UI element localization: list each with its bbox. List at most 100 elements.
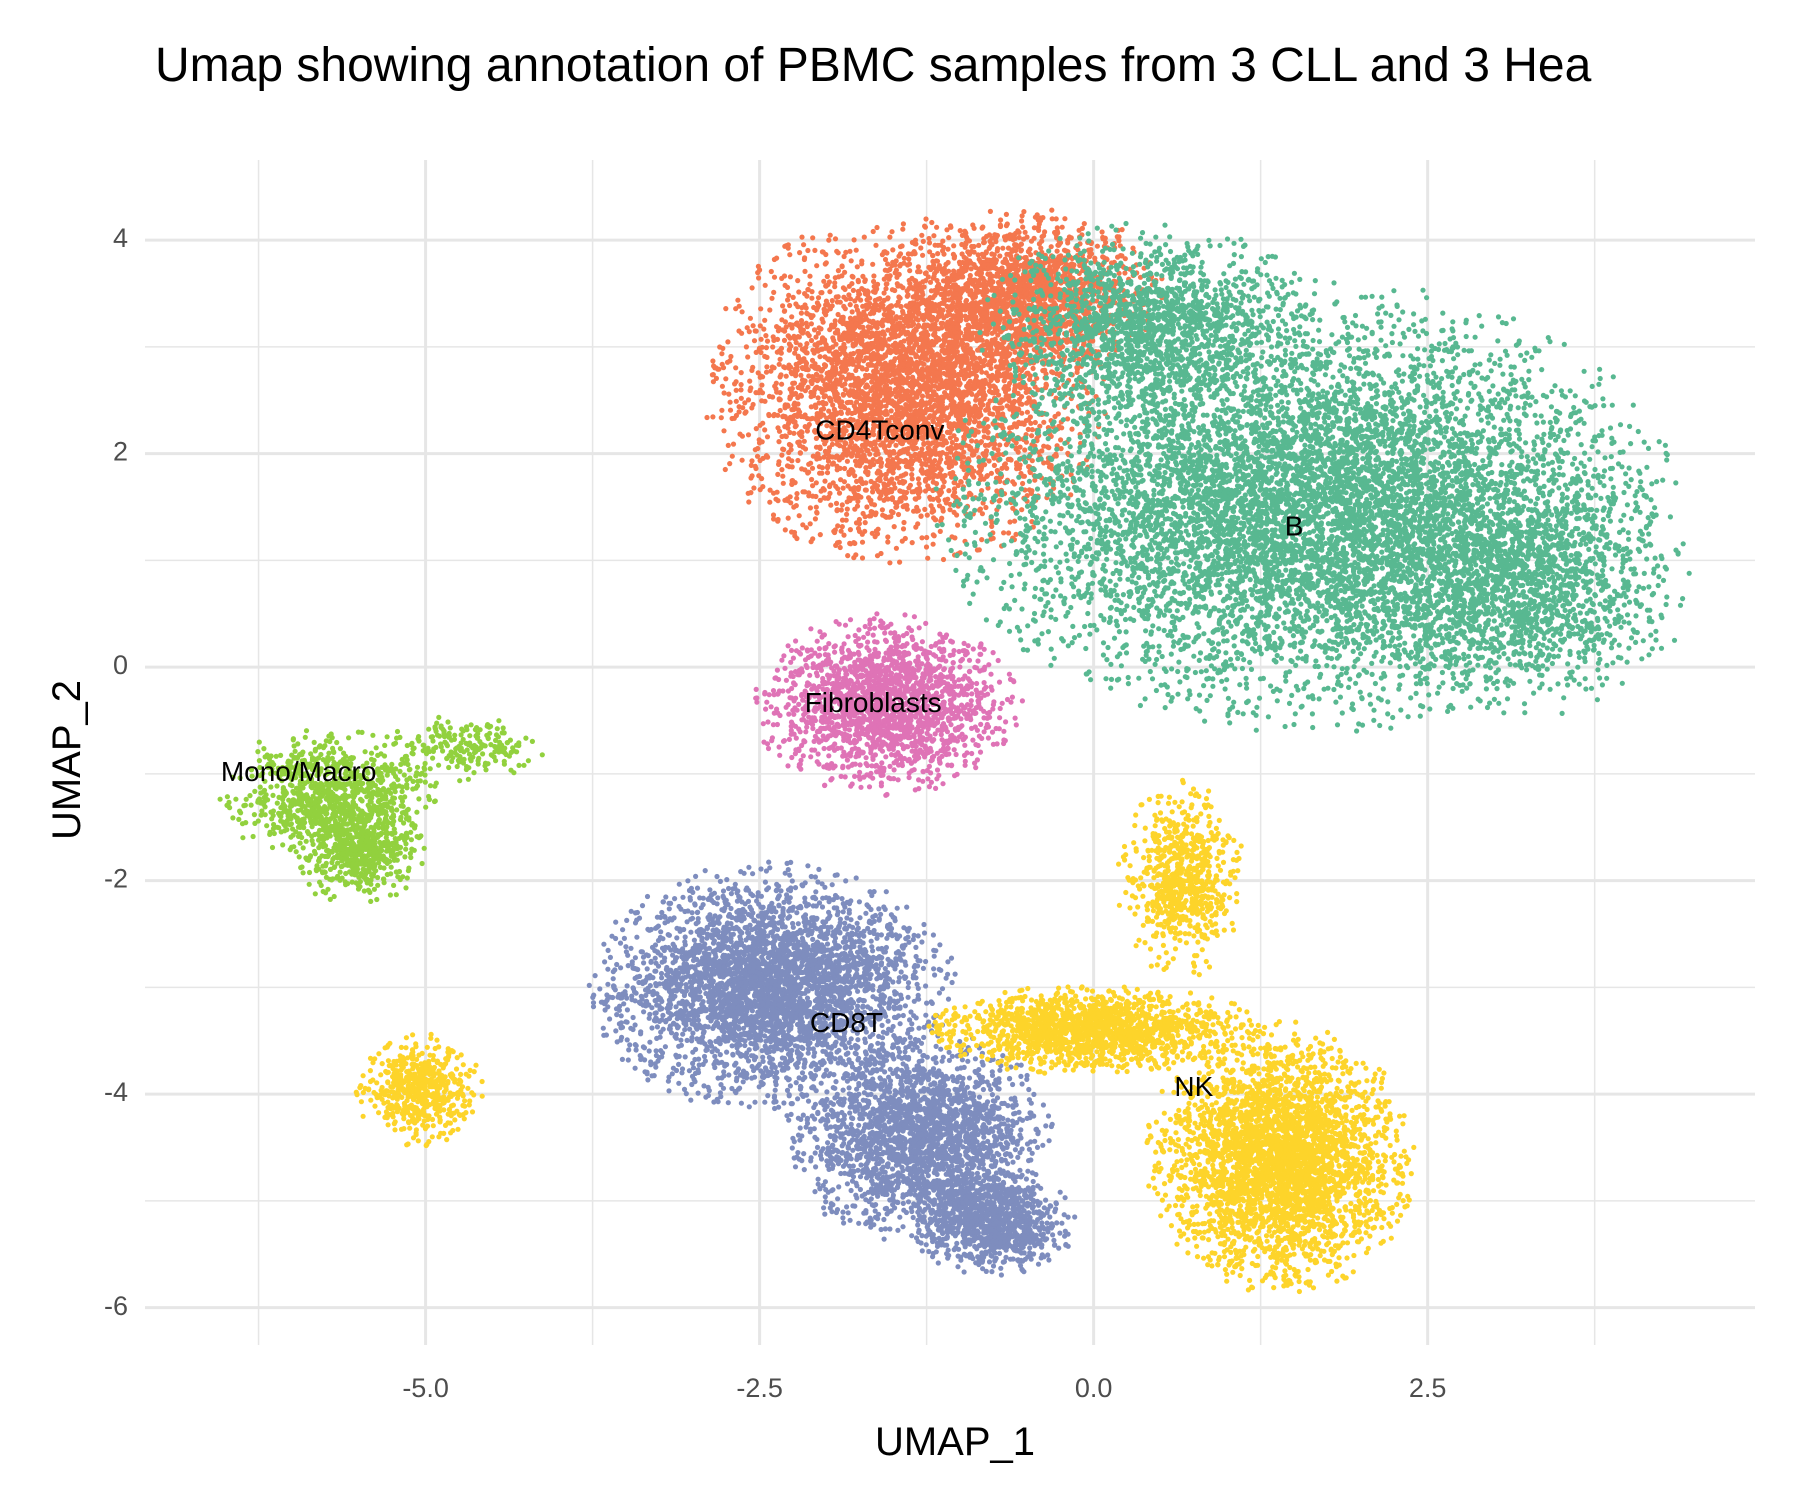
data-point [658,915,663,920]
data-point [690,916,695,921]
data-point [820,988,825,993]
data-point [890,1071,895,1076]
data-point [765,1093,770,1098]
data-point [731,1027,736,1032]
data-point [885,957,890,962]
data-point [676,1062,681,1067]
data-point [855,989,860,994]
data-point [587,983,592,988]
data-point [932,972,937,977]
data-point [765,933,770,938]
data-point [601,1026,606,1031]
data-point [987,1120,992,1125]
data-point [692,979,697,984]
data-point [626,963,631,968]
data-point [781,987,786,992]
data-point [591,1000,596,1005]
data-point [945,959,950,964]
data-point [673,1004,678,1009]
data-point [673,977,678,982]
data-point [753,1014,758,1019]
data-point [736,983,741,988]
data-point [691,946,696,951]
data-point [755,1003,760,1008]
data-point [672,994,677,999]
data-point [792,993,797,998]
data-point [738,929,743,934]
data-point [841,957,846,962]
data-point [854,875,859,880]
data-point [771,1025,776,1030]
data-point [882,981,887,986]
data-point [814,965,819,970]
data-point [654,1003,659,1008]
data-point [785,930,790,935]
data-point [721,1073,726,1078]
data-point [811,1061,816,1066]
data-point [864,961,869,966]
data-point [820,881,825,886]
data-point [784,997,789,1002]
data-point [857,899,862,904]
data-point [763,880,768,885]
data-point [732,926,737,931]
data-point [856,1123,861,1128]
data-point [664,965,669,970]
data-point [824,1089,829,1094]
data-point [889,930,894,935]
data-point [718,1052,723,1057]
data-point [879,946,884,951]
data-point [793,885,798,890]
data-point [797,1075,802,1080]
data-point [848,997,853,1002]
data-point [706,1024,711,1029]
data-point [921,922,926,927]
data-point [856,974,861,979]
data-point [884,945,889,950]
data-point [601,1033,606,1038]
data-point [923,983,928,988]
data-point [766,954,771,959]
data-point [714,874,719,879]
data-point [626,1047,631,1052]
data-point [698,971,703,976]
data-point [611,985,616,990]
data-point [627,1042,632,1047]
data-point [593,973,598,978]
data-point [781,1100,786,1105]
data-point [804,978,809,983]
data-point [820,1058,825,1063]
data-point [737,1086,742,1091]
data-point [784,1013,789,1018]
data-point [947,1050,952,1055]
data-point [775,896,780,901]
data-point [981,1122,986,1127]
data-point [696,1024,701,1029]
data-point [815,1145,820,1150]
data-point [703,971,708,976]
data-point [846,1210,851,1215]
data-point [767,906,772,911]
data-point [893,1035,898,1040]
data-point [746,965,751,970]
data-point [810,937,815,942]
data-point [853,1043,858,1048]
data-point [718,1041,723,1046]
data-point [722,1063,727,1068]
data-point [824,936,829,941]
data-point [708,961,713,966]
data-point [641,1009,646,1014]
data-point [634,1047,639,1052]
data-point [668,901,673,906]
data-point [913,975,918,980]
data-point [733,1070,738,1075]
data-point [786,1077,791,1082]
data-point [819,1081,824,1086]
data-point [1050,1122,1055,1127]
data-point [752,1031,757,1036]
data-point [689,1038,694,1043]
data-point [757,1084,762,1089]
data-point [870,1077,875,1082]
data-point [885,1053,890,1058]
data-point [816,1177,821,1182]
